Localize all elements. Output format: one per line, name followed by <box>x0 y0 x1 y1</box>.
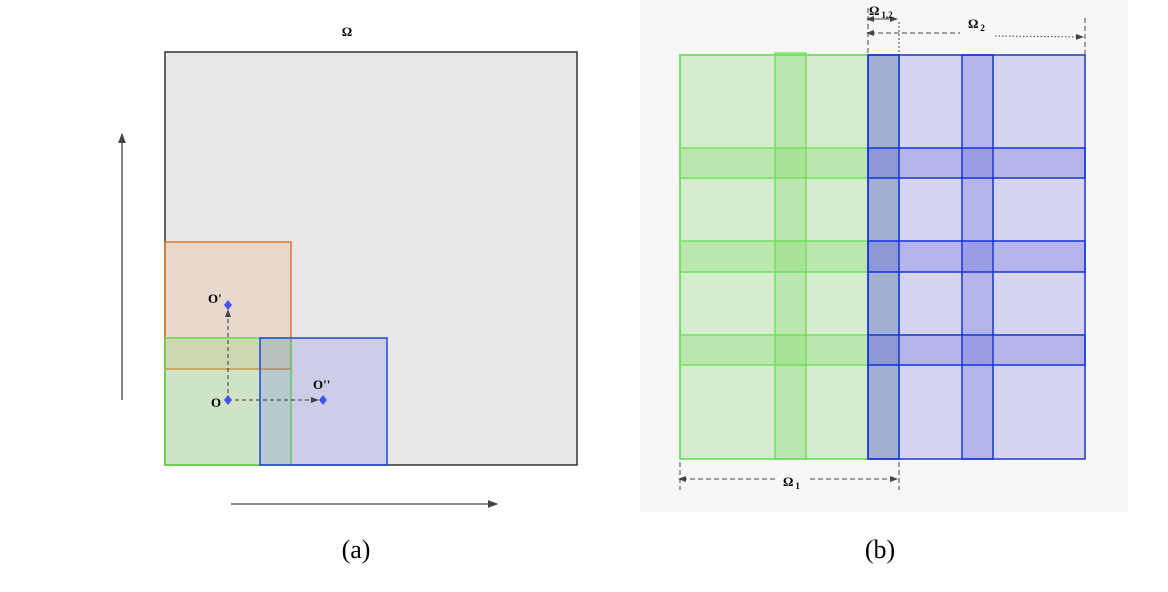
panel-a: O' O O'' Ω (a) <box>118 24 578 564</box>
subscript: 1 <box>795 481 800 491</box>
label-o-prime: O' <box>208 291 222 306</box>
blue-strips <box>867 54 1086 460</box>
subscript: 2 <box>980 23 985 33</box>
domain-label: Ω <box>342 24 352 39</box>
point-o-prime <box>224 300 232 310</box>
omega-12-label: Ω 1,2 <box>869 3 893 20</box>
green-subdomain <box>679 54 900 460</box>
label-o: O <box>211 395 221 410</box>
omega-2-arrow-right <box>994 33 1084 40</box>
symbol: Ω <box>783 474 793 489</box>
symbol: Ω <box>968 16 978 31</box>
dimension-guides <box>679 8 1086 490</box>
caption-a: (a) <box>342 535 371 564</box>
label-o-double-prime: O'' <box>313 377 330 392</box>
subscript: 1,2 <box>881 10 893 20</box>
green-strips <box>679 52 869 460</box>
point-o <box>224 395 232 405</box>
caption-b: (b) <box>865 535 895 564</box>
domain-square <box>164 51 578 466</box>
point-o-double-prime <box>319 395 327 405</box>
panel-b-background <box>640 0 1128 512</box>
symbol: Ω <box>869 3 879 18</box>
blue-subdomain <box>867 54 1086 460</box>
